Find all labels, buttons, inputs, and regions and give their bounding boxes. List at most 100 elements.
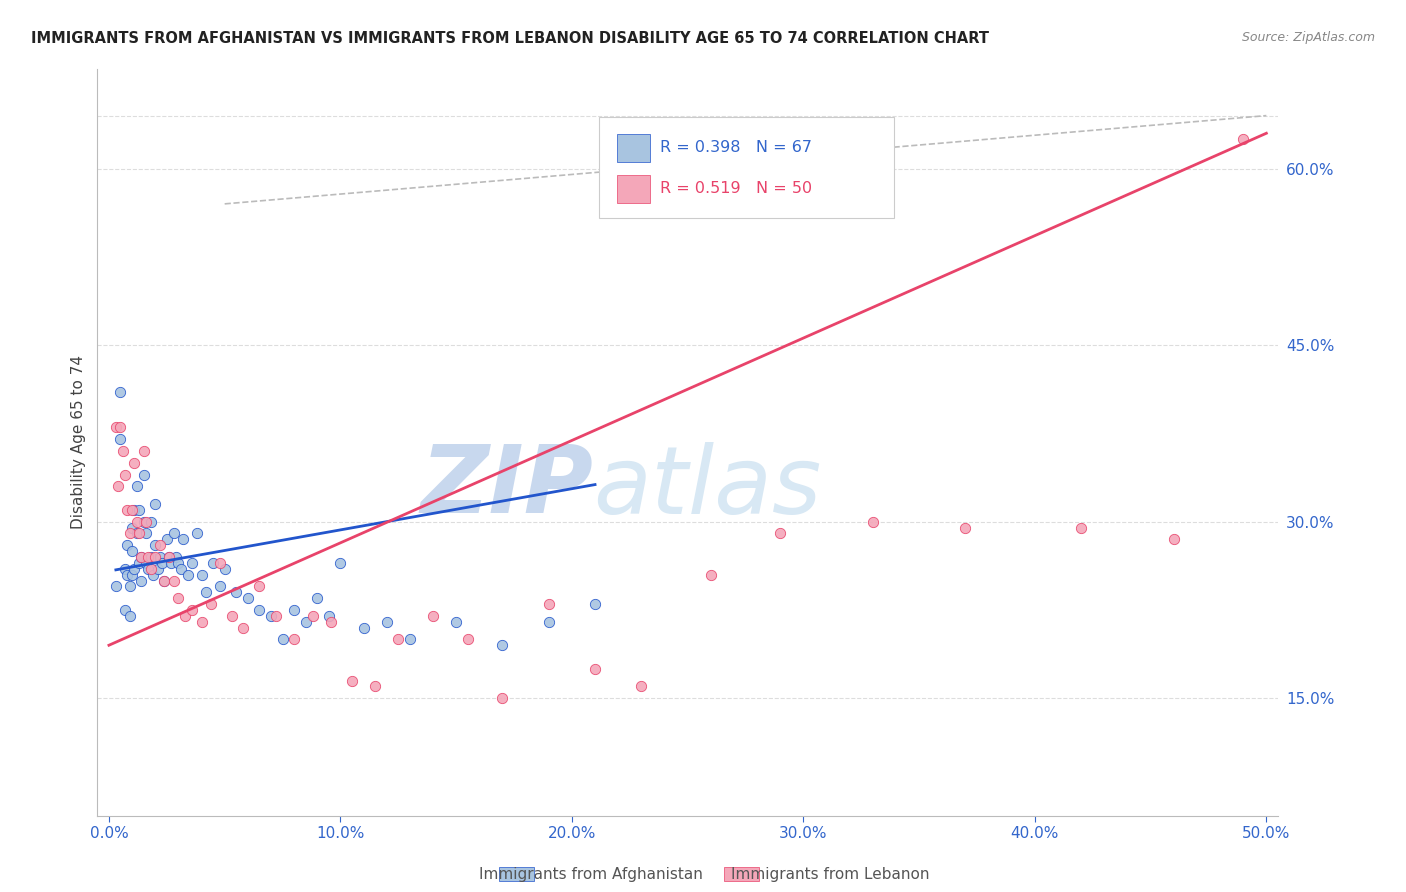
Point [121, 503, 143, 517]
FancyBboxPatch shape [617, 175, 650, 203]
Point [125, 526, 148, 541]
Point [307, 591, 329, 606]
Point [208, 579, 231, 593]
Point [283, 632, 305, 647]
Point [153, 574, 176, 588]
Point [340, 673, 363, 688]
Point [583, 662, 606, 676]
Point [150, 556, 173, 570]
Point [174, 608, 197, 623]
Point [236, 591, 259, 606]
Point [329, 556, 352, 570]
Point [247, 603, 270, 617]
Point [422, 608, 444, 623]
Point [114, 467, 136, 482]
Point [399, 632, 422, 647]
Point [111, 444, 134, 458]
Point [260, 608, 283, 623]
Point [143, 549, 166, 564]
Point [160, 556, 183, 570]
Point [104, 420, 127, 434]
Point [135, 515, 157, 529]
Point [630, 680, 652, 694]
Text: R = 0.398   N = 67: R = 0.398 N = 67 [661, 140, 813, 155]
Point [110, 432, 132, 446]
FancyBboxPatch shape [617, 134, 650, 162]
Point [139, 562, 162, 576]
Point [353, 621, 375, 635]
Point [387, 632, 409, 647]
Point [364, 680, 387, 694]
Point [156, 533, 179, 547]
Point [167, 556, 190, 570]
FancyBboxPatch shape [599, 117, 894, 218]
Point [247, 579, 270, 593]
Point [124, 562, 146, 576]
Point [186, 526, 208, 541]
Point [121, 544, 143, 558]
Point [170, 562, 193, 576]
Point [537, 615, 560, 629]
Text: atlas: atlas [593, 442, 821, 533]
Point [121, 520, 143, 534]
Point [294, 615, 316, 629]
Point [132, 515, 155, 529]
Point [131, 549, 153, 564]
Point [214, 562, 236, 576]
Point [118, 526, 141, 541]
Point [491, 638, 513, 652]
Point [202, 556, 225, 570]
Point [118, 608, 141, 623]
Point [321, 615, 343, 629]
Point [318, 608, 340, 623]
Point [225, 585, 247, 599]
Point [190, 615, 212, 629]
Point [264, 608, 287, 623]
Point [190, 567, 212, 582]
Point [163, 526, 186, 541]
Point [128, 526, 150, 541]
Point [128, 556, 150, 570]
Point [200, 597, 222, 611]
Point [131, 574, 153, 588]
Point [117, 503, 139, 517]
Y-axis label: Disability Age 65 to 74: Disability Age 65 to 74 [72, 355, 86, 529]
Point [142, 567, 165, 582]
Point [104, 579, 127, 593]
Text: Immigrants from Lebanon: Immigrants from Lebanon [731, 867, 929, 881]
Text: ZIP: ZIP [420, 441, 593, 533]
Point [181, 603, 204, 617]
Point [955, 520, 977, 534]
Point [107, 479, 129, 493]
Point [1163, 533, 1185, 547]
Point [117, 538, 139, 552]
Point [165, 549, 187, 564]
Point [862, 515, 884, 529]
Point [121, 567, 143, 582]
Point [136, 562, 159, 576]
Point [135, 526, 157, 541]
Point [118, 579, 141, 593]
Point [146, 562, 169, 576]
Text: R = 0.519   N = 50: R = 0.519 N = 50 [661, 181, 813, 196]
Point [769, 526, 792, 541]
Point [176, 567, 198, 582]
Point [139, 549, 162, 564]
Point [157, 549, 180, 564]
Text: Immigrants from Afghanistan: Immigrants from Afghanistan [479, 867, 703, 881]
Point [128, 503, 150, 517]
Point [375, 615, 398, 629]
Point [125, 515, 148, 529]
Point [139, 515, 162, 529]
Point [149, 549, 172, 564]
Point [117, 567, 139, 582]
Point [153, 574, 176, 588]
Point [132, 444, 155, 458]
Text: IMMIGRANTS FROM AFGHANISTAN VS IMMIGRANTS FROM LEBANON DISABILITY AGE 65 TO 74 C: IMMIGRANTS FROM AFGHANISTAN VS IMMIGRANT… [31, 31, 988, 46]
Point [271, 632, 294, 647]
Point [491, 691, 513, 706]
Point [1070, 520, 1092, 534]
Point [1232, 132, 1254, 146]
Point [143, 538, 166, 552]
Point [444, 615, 467, 629]
